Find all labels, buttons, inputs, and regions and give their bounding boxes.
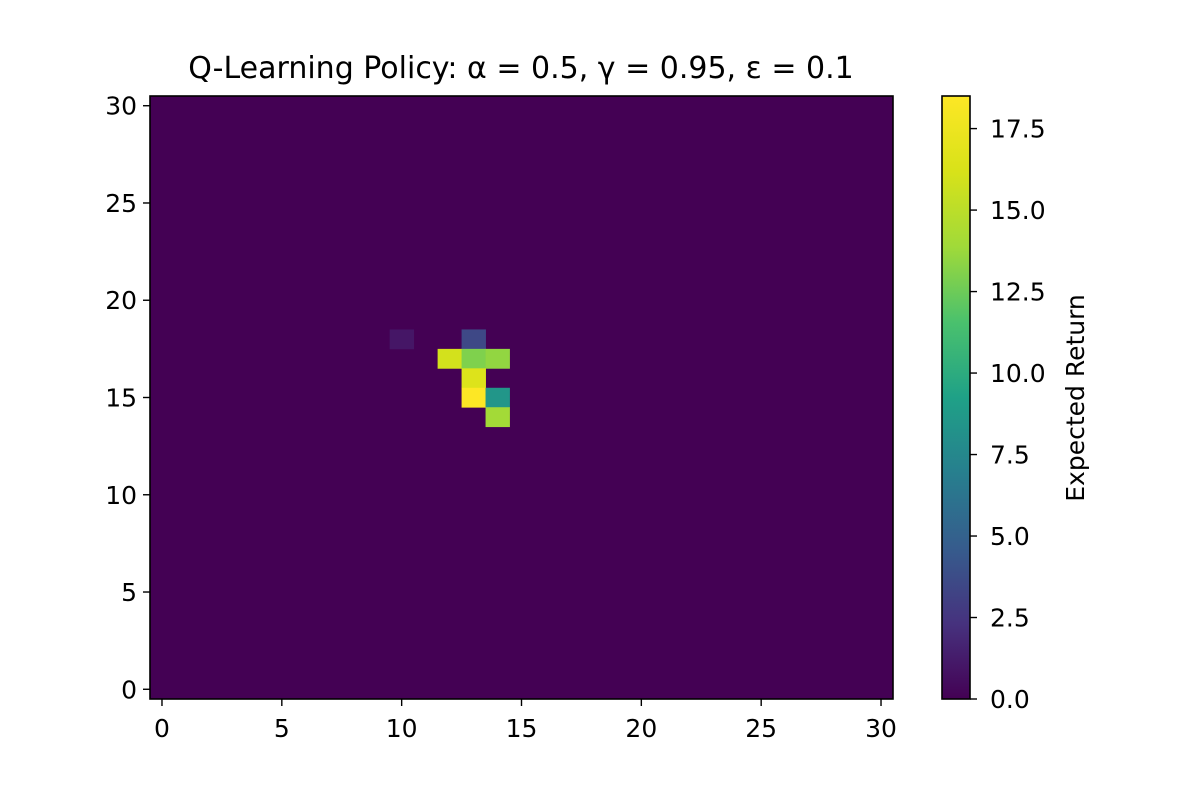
heatmap-cells bbox=[150, 96, 893, 699]
chart-title: Q-Learning Policy: α = 0.5, γ = 0.95, ε … bbox=[188, 51, 854, 86]
heatmap-cell bbox=[461, 348, 486, 369]
heatmap-cell bbox=[485, 348, 510, 369]
heatmap-cell bbox=[437, 348, 462, 369]
x-tick-label: 5 bbox=[274, 714, 290, 743]
colorbar-tick-label: 7.5 bbox=[990, 441, 1030, 470]
heatmap-background bbox=[150, 96, 893, 699]
x-tick-label: 20 bbox=[625, 714, 657, 743]
colorbar-tick-label: 15.0 bbox=[990, 196, 1046, 225]
y-tick-label: 25 bbox=[105, 189, 137, 218]
y-tick-label: 10 bbox=[105, 481, 137, 510]
colorbar-tick-label: 10.0 bbox=[990, 359, 1046, 388]
colorbar-tick-label: 17.5 bbox=[990, 115, 1046, 144]
x-tick-label: 30 bbox=[865, 714, 897, 743]
heatmap-cell bbox=[461, 329, 486, 350]
heatmap-cell bbox=[485, 387, 510, 408]
heatmap-cell bbox=[389, 329, 415, 350]
y-tick-label: 30 bbox=[105, 92, 137, 121]
y-tick-label: 20 bbox=[105, 286, 137, 315]
y-tick-label: 5 bbox=[121, 578, 137, 607]
axes: 0 5 10 15 20 25 30 0 5 10 15 20 25 30 bbox=[105, 92, 897, 743]
colorbar-tick-label: 2.5 bbox=[990, 604, 1030, 633]
y-tick-label: 15 bbox=[105, 384, 137, 413]
colorbar-label: Expected Return bbox=[1061, 294, 1090, 502]
colorbar-tick-label: 5.0 bbox=[990, 522, 1030, 551]
colorbar-frame bbox=[941, 95, 971, 700]
heatmap-cell bbox=[461, 387, 486, 408]
heatmap-cell bbox=[485, 407, 510, 428]
x-tick-label: 0 bbox=[154, 714, 170, 743]
x-tick-label: 25 bbox=[745, 714, 777, 743]
heatmap-cell bbox=[461, 368, 486, 389]
colorbar-tick-label: 12.5 bbox=[990, 278, 1046, 307]
colorbar-gradient bbox=[942, 96, 970, 699]
x-tick-label: 15 bbox=[506, 714, 538, 743]
colorbar: 0.0 2.5 5.0 7.5 10.0 12.5 15.0 17.5 Expected Ret… bbox=[941, 95, 1090, 714]
colorbar-tick-label: 0.0 bbox=[990, 685, 1030, 714]
x-tick-label: 10 bbox=[386, 714, 418, 743]
y-tick-label: 0 bbox=[121, 675, 137, 704]
